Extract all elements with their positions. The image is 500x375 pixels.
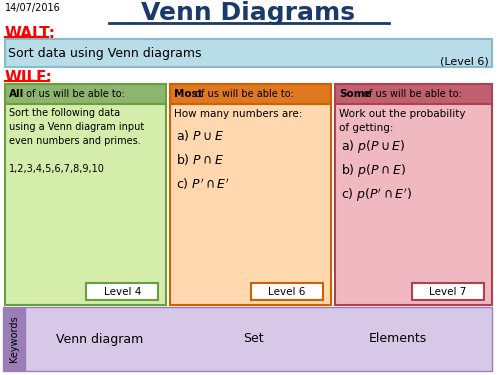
- Text: WALT:: WALT:: [5, 26, 56, 41]
- FancyBboxPatch shape: [252, 283, 323, 300]
- FancyBboxPatch shape: [170, 104, 331, 305]
- Text: Level 4: Level 4: [104, 287, 141, 297]
- Text: Most: Most: [174, 89, 203, 99]
- Text: All: All: [9, 89, 24, 99]
- FancyBboxPatch shape: [86, 283, 158, 300]
- Text: WILF:: WILF:: [5, 70, 53, 85]
- Text: Work out the probability
of getting:: Work out the probability of getting:: [339, 109, 466, 133]
- Text: Keywords: Keywords: [9, 316, 19, 362]
- Text: a) $p(P\cup E)$: a) $p(P\cup E)$: [341, 138, 406, 155]
- Text: b) $P\cap E$: b) $P\cap E$: [176, 152, 224, 167]
- Text: 14/07/2016: 14/07/2016: [5, 3, 60, 13]
- FancyBboxPatch shape: [412, 283, 484, 300]
- Text: Venn diagram: Venn diagram: [56, 333, 143, 345]
- Text: Sort the following data
using a Venn diagram input
even numbers and primes.

1,2: Sort the following data using a Venn dia…: [9, 108, 144, 174]
- Text: of us will be able to:: of us will be able to:: [360, 89, 462, 99]
- Text: (Level 6): (Level 6): [440, 56, 489, 66]
- Text: c) $P'\cap E'$: c) $P'\cap E'$: [176, 176, 230, 192]
- FancyBboxPatch shape: [25, 307, 492, 371]
- Text: Set: Set: [243, 333, 264, 345]
- Text: of us will be able to:: of us will be able to:: [192, 89, 294, 99]
- FancyBboxPatch shape: [5, 84, 166, 104]
- Text: Sort data using Venn diagrams: Sort data using Venn diagrams: [8, 46, 202, 60]
- Text: Some: Some: [339, 89, 372, 99]
- FancyBboxPatch shape: [170, 84, 331, 104]
- Text: How many numbers are:: How many numbers are:: [174, 109, 302, 119]
- FancyBboxPatch shape: [5, 104, 166, 305]
- Text: Level 7: Level 7: [430, 287, 467, 297]
- Text: c) $p(P'\cap E')$: c) $p(P'\cap E')$: [341, 186, 412, 204]
- Text: b) $p(P\cap E)$: b) $p(P\cap E)$: [341, 162, 406, 179]
- Text: Elements: Elements: [368, 333, 426, 345]
- FancyBboxPatch shape: [5, 39, 492, 67]
- FancyBboxPatch shape: [3, 307, 25, 371]
- Text: of us will be able to:: of us will be able to:: [23, 89, 124, 99]
- FancyBboxPatch shape: [335, 84, 492, 104]
- Text: a) $P\cup E$: a) $P\cup E$: [176, 128, 224, 143]
- Text: Level 6: Level 6: [268, 287, 306, 297]
- Text: Venn Diagrams: Venn Diagrams: [142, 1, 356, 25]
- FancyBboxPatch shape: [335, 104, 492, 305]
